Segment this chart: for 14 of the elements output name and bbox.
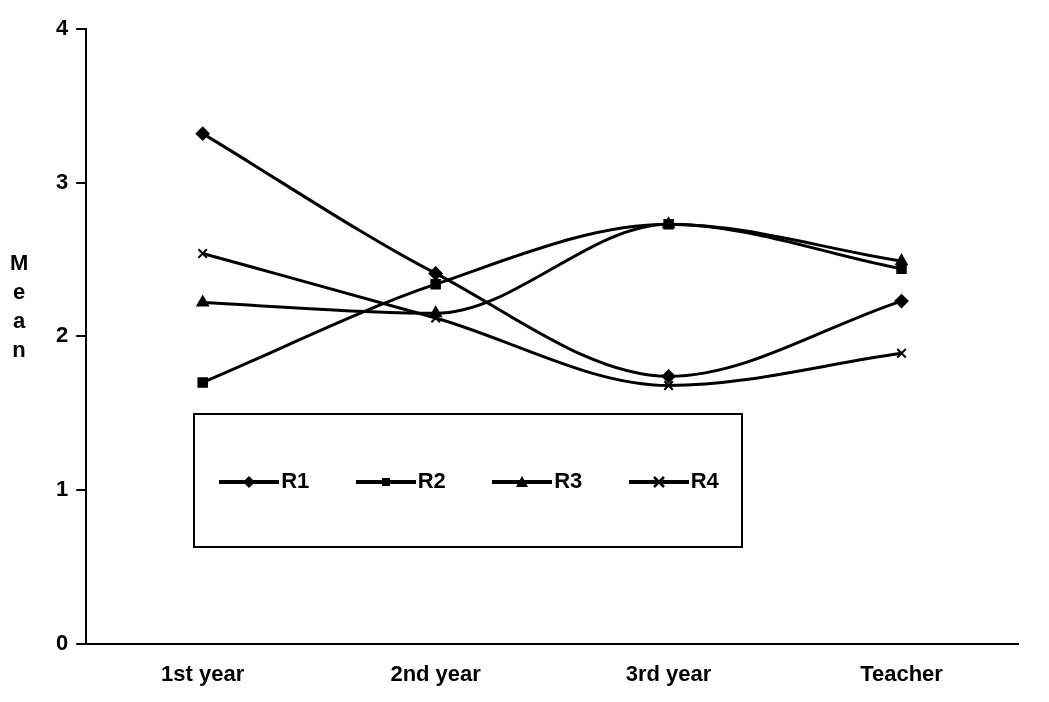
- legend-label: R4: [690, 467, 719, 493]
- y-tick-label: 4: [55, 15, 69, 41]
- legend-label: R3: [554, 467, 583, 493]
- y-tick-label: 1: [55, 476, 69, 502]
- x-tick-label: 3rd year: [625, 660, 712, 686]
- legend-label: R2: [417, 467, 446, 493]
- y-tick-label: 0: [55, 629, 69, 655]
- x-tick-label: 1st year: [161, 660, 245, 686]
- y-tick-label: 3: [55, 168, 69, 194]
- y-axis-title: Mean: [10, 249, 29, 364]
- x-tick-label: Teacher: [860, 660, 944, 686]
- y-tick-label: 2: [55, 322, 69, 348]
- legend-label: R1: [281, 467, 310, 493]
- x-tick-label: 2nd year: [390, 660, 482, 686]
